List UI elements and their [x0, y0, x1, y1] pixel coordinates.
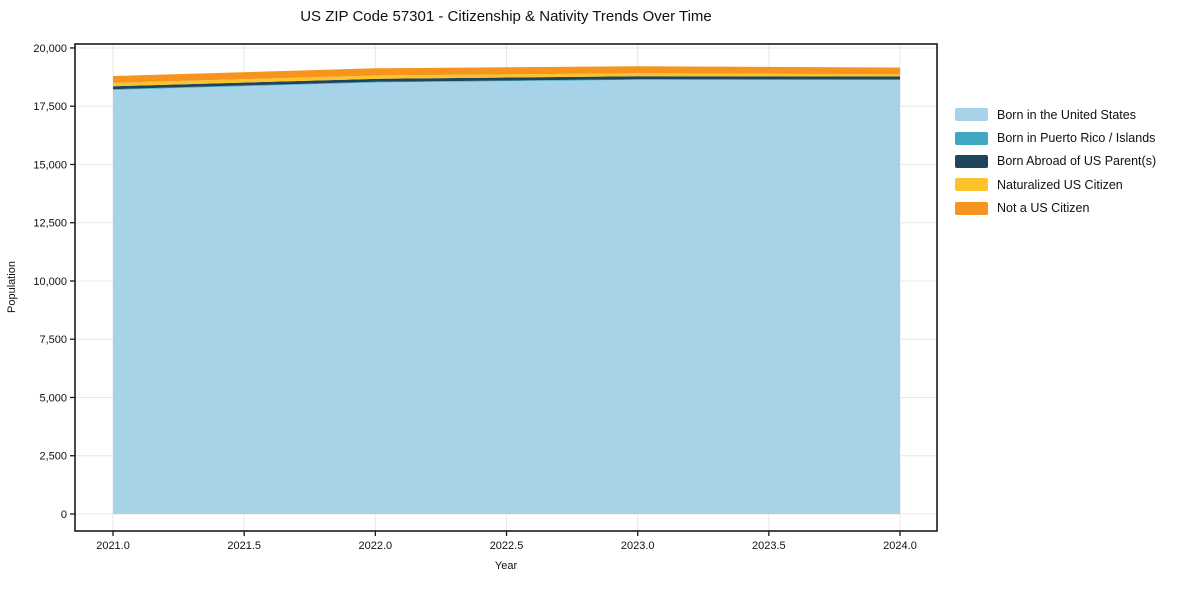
- x-tick-label: 2023.0: [621, 540, 655, 552]
- legend-swatch-icon: [955, 154, 988, 168]
- legend-item: Born in the United States: [955, 103, 1156, 126]
- x-tick-label: 2023.5: [752, 540, 786, 552]
- legend-label: Born Abroad of US Parent(s): [997, 154, 1157, 169]
- x-tick-label: 2022.0: [359, 540, 393, 552]
- legend-item: Born Abroad of US Parent(s): [955, 150, 1156, 173]
- legend-label: Not a US Citizen: [997, 201, 1090, 216]
- y-tick-label: 2,500: [39, 451, 67, 463]
- x-tick-label: 2024.0: [883, 540, 917, 552]
- y-tick-label: 12,500: [33, 218, 67, 230]
- area-series: [113, 76, 901, 90]
- legend-swatch-icon: [955, 131, 988, 145]
- area-series: [113, 66, 901, 83]
- y-tick-label: 7,500: [39, 334, 67, 346]
- area-series: [113, 73, 901, 87]
- x-tick-label: 2021.0: [96, 540, 130, 552]
- legend-item: Born in Puerto Rico / Islands: [955, 126, 1156, 149]
- legend: Born in the United States Born in Puerto …: [955, 103, 1156, 220]
- y-axis-label: Population: [6, 261, 18, 313]
- legend-label: Born in Puerto Rico / Islands: [997, 131, 1156, 146]
- legend-label: Born in the United States: [997, 107, 1136, 122]
- chart-title: US ZIP Code 57301 - Citizenship & Nativi…: [300, 8, 712, 25]
- y-tick-label: 0: [61, 509, 67, 521]
- y-tick-label: 15,000: [33, 159, 67, 171]
- y-tick-label: 17,500: [33, 101, 67, 113]
- legend-item: Naturalized US Citizen: [955, 173, 1156, 196]
- legend-item: Not a US Citizen: [955, 197, 1156, 220]
- area-series: [113, 79, 901, 514]
- y-tick-label: 5,000: [39, 392, 67, 404]
- x-axis-label: Year: [494, 560, 518, 572]
- y-tick-label: 20,000: [33, 43, 67, 55]
- legend-swatch-icon: [955, 178, 988, 192]
- legend-swatch-icon: [955, 201, 988, 215]
- x-tick-label: 2021.5: [227, 540, 261, 552]
- legend-swatch-icon: [955, 108, 988, 122]
- y-tick-label: 10,000: [33, 276, 67, 288]
- x-tick-label: 2022.5: [490, 540, 524, 552]
- legend-label: Naturalized US Citizen: [997, 177, 1123, 192]
